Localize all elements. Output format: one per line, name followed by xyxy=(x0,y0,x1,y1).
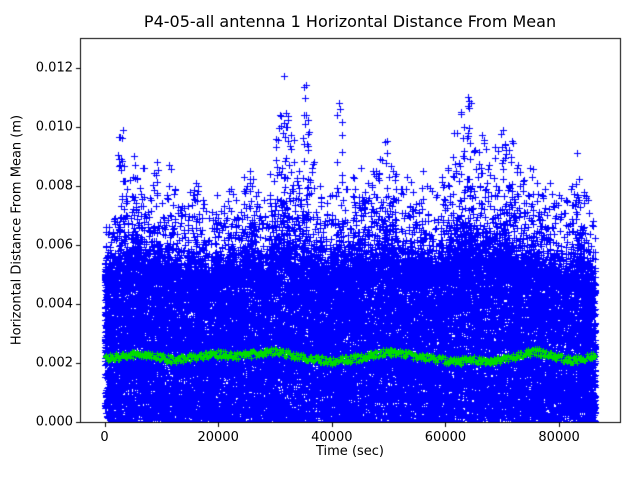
plot-canvas xyxy=(0,0,640,480)
figure: P4-05-all antenna 1 Horizontal Distance … xyxy=(0,0,640,480)
